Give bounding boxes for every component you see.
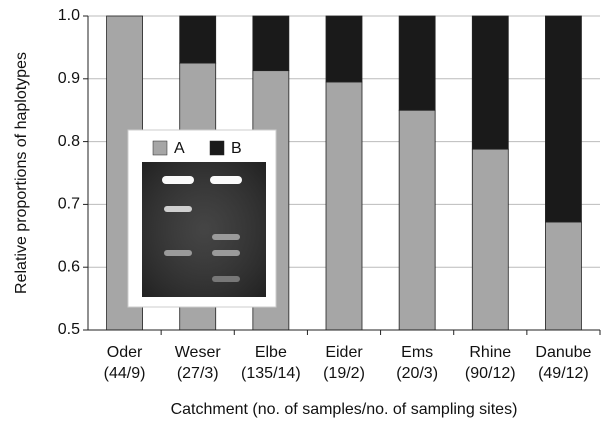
y-tick-label: 0.9	[58, 70, 80, 87]
bar-segment	[325, 15, 363, 83]
bar-segment	[471, 15, 509, 150]
y-tick-label: 0.7	[58, 196, 80, 213]
bar-segment	[545, 15, 582, 223]
x-tick-sublabel: (49/12)	[538, 365, 589, 382]
y-tick-label: 1.0	[58, 7, 80, 24]
bar-segment	[325, 81, 363, 331]
bar-segment	[252, 15, 290, 72]
legend-label: B	[231, 140, 242, 157]
x-tick-sublabel: (44/9)	[104, 365, 146, 382]
gel-band	[212, 250, 240, 256]
x-tick-label: Elbe	[255, 344, 287, 361]
bar-segment	[545, 221, 582, 331]
bar-segment	[398, 15, 436, 111]
gel-shade	[142, 162, 266, 297]
y-tick-label: 0.6	[58, 258, 80, 275]
x-tick-sublabel: (20/3)	[396, 365, 438, 382]
y-axis-title: Relative proportions of haplotypes	[13, 52, 30, 294]
legend-swatch	[209, 140, 225, 156]
gel-band	[164, 250, 192, 256]
bar-segment	[179, 15, 217, 64]
legend-label: A	[174, 140, 185, 157]
x-axis-title: Catchment (no. of samples/no. of samplin…	[171, 401, 518, 418]
x-tick-label: Oder	[107, 344, 143, 361]
gel-band	[164, 206, 192, 212]
gel-band	[162, 176, 194, 184]
bar-segment	[471, 148, 509, 331]
x-tick-label: Eider	[325, 344, 363, 361]
x-tick-sublabel: (90/12)	[465, 365, 516, 382]
x-tick-label: Weser	[175, 344, 222, 361]
gel-band	[212, 276, 240, 282]
x-tick-label: Ems	[401, 344, 433, 361]
y-tick-label: 0.5	[58, 321, 80, 338]
x-tick-label: Danube	[535, 344, 591, 361]
gel-band	[212, 234, 240, 240]
x-tick-sublabel: (27/3)	[177, 365, 219, 382]
bar-segment	[398, 109, 436, 331]
y-tick-label: 0.8	[58, 133, 80, 150]
x-tick-sublabel: (135/14)	[241, 365, 301, 382]
gel-band	[210, 176, 242, 184]
legend-swatch	[152, 140, 168, 156]
x-tick-sublabel: (19/2)	[323, 365, 365, 382]
x-tick-label: Rhine	[469, 344, 511, 361]
